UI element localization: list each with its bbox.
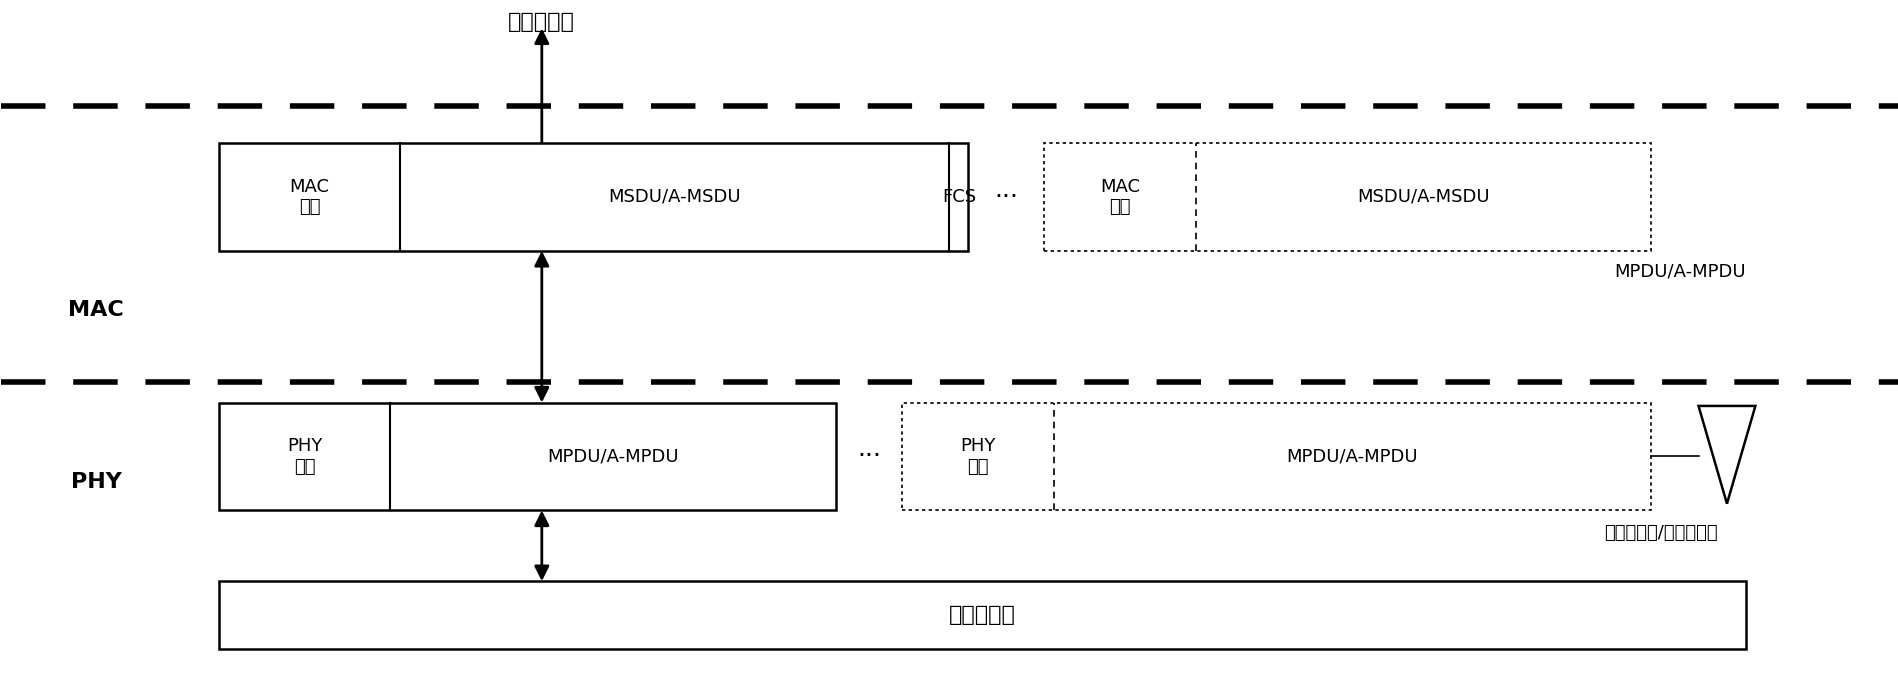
Text: MSDU/A-MSDU: MSDU/A-MSDU bbox=[607, 188, 740, 206]
Text: MAC
帧头: MAC 帧头 bbox=[288, 177, 330, 217]
Text: PHY
帧头: PHY 帧头 bbox=[960, 437, 995, 476]
Text: MPDU/A-MPDU: MPDU/A-MPDU bbox=[547, 447, 678, 466]
Text: MPDU/A-MPDU: MPDU/A-MPDU bbox=[1613, 262, 1744, 280]
Polygon shape bbox=[1697, 406, 1754, 504]
Bar bbox=[220, 582, 1744, 649]
Bar bbox=[220, 403, 835, 510]
Text: PHY
帧头: PHY 帧头 bbox=[287, 437, 323, 476]
Text: MAC
帧头: MAC 帧头 bbox=[1099, 177, 1139, 217]
Text: 单个物理帧/物理层超帧: 单个物理帧/物理层超帧 bbox=[1604, 524, 1716, 542]
Text: PHY: PHY bbox=[70, 472, 121, 492]
Bar bbox=[220, 143, 968, 251]
Text: ···: ··· bbox=[856, 445, 881, 468]
Text: MPDU/A-MPDU: MPDU/A-MPDU bbox=[1287, 447, 1418, 466]
Text: 上层数据流: 上层数据流 bbox=[509, 12, 575, 32]
Text: MAC: MAC bbox=[68, 300, 123, 320]
Bar bbox=[902, 403, 1649, 510]
Text: FCS: FCS bbox=[941, 188, 976, 206]
Bar bbox=[1044, 143, 1649, 251]
Text: ···: ··· bbox=[995, 185, 1017, 209]
Text: 物理层处理: 物理层处理 bbox=[949, 605, 1015, 625]
Text: MSDU/A-MSDU: MSDU/A-MSDU bbox=[1357, 188, 1490, 206]
